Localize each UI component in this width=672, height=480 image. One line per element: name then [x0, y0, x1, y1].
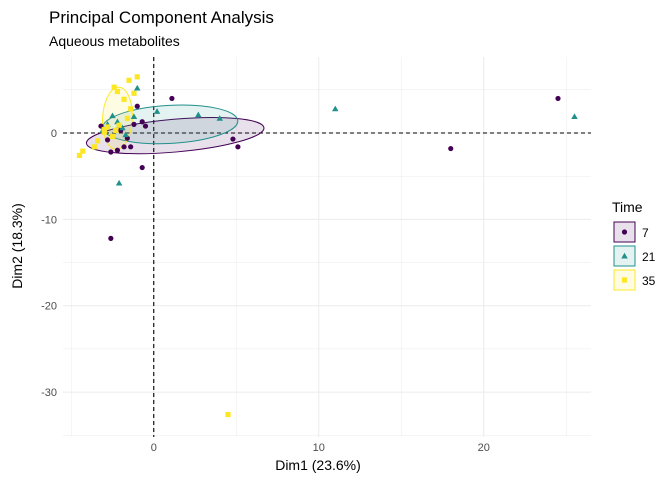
- point-time-7: [128, 144, 134, 150]
- point-time-35: [131, 90, 137, 96]
- x-tick-label: 20: [478, 442, 490, 454]
- point-time-35: [225, 411, 231, 418]
- reference-lines: [63, 57, 591, 437]
- y-tick-label: -10: [41, 214, 57, 226]
- y-axis-label: Dim2 (18.3%): [9, 203, 25, 289]
- y-tick-label: -20: [41, 301, 57, 313]
- point-time-35: [124, 115, 130, 121]
- chart-title: Principal Component Analysis: [49, 8, 274, 27]
- point-time-35: [134, 74, 140, 80]
- point-time-7: [131, 121, 137, 127]
- legend-marker-7: [621, 229, 628, 235]
- point-time-21: [134, 84, 141, 91]
- legend-label-7: 7: [642, 226, 649, 240]
- point-time-35: [80, 148, 86, 154]
- point-time-7: [104, 137, 111, 143]
- point-time-7: [448, 145, 454, 152]
- point-time-7: [114, 147, 121, 153]
- point-time-7: [139, 119, 145, 125]
- legend-label-35: 35: [642, 274, 656, 288]
- point-time-35: [113, 127, 119, 134]
- point-time-21: [109, 112, 116, 119]
- point-time-7: [134, 103, 140, 109]
- data-points: [76, 74, 578, 418]
- chart-subtitle: Aqueous metabolites: [49, 33, 180, 49]
- legend-marker-35: [621, 277, 628, 283]
- point-time-7: [235, 144, 241, 150]
- point-time-35: [114, 88, 121, 95]
- legend-label-21: 21: [642, 250, 656, 264]
- point-time-35: [126, 77, 132, 83]
- point-time-7: [139, 164, 145, 171]
- point-time-21: [216, 115, 223, 121]
- point-time-35: [128, 106, 134, 112]
- point-time-7: [108, 235, 114, 241]
- point-time-35: [109, 133, 116, 140]
- point-time-7: [108, 149, 114, 155]
- x-axis-label: Dim1 (23.6%): [275, 457, 361, 473]
- point-time-7: [142, 123, 149, 129]
- point-time-35: [121, 96, 127, 102]
- point-time-21: [571, 113, 578, 120]
- y-tick-label: 0: [51, 128, 57, 140]
- point-time-7: [555, 95, 561, 102]
- legend-marker-21: [621, 252, 628, 259]
- point-time-21: [195, 111, 202, 118]
- panel-grid: [63, 57, 591, 437]
- point-time-35: [101, 129, 107, 135]
- point-time-35: [95, 138, 101, 144]
- point-time-7: [121, 144, 127, 150]
- axis-ticks: 0 10 20 0 -10 -20 -30: [41, 128, 490, 454]
- point-time-21: [122, 131, 129, 138]
- legend: Time 7 21 35: [612, 199, 656, 291]
- point-time-35: [116, 122, 122, 128]
- point-time-21: [119, 124, 126, 131]
- point-time-21: [130, 113, 138, 120]
- point-time-7: [169, 95, 175, 102]
- x-tick-label: 10: [313, 442, 325, 454]
- y-tick-label: -30: [41, 387, 57, 399]
- legend-title: Time: [612, 199, 643, 215]
- point-time-35: [104, 124, 111, 130]
- point-time-21: [153, 108, 161, 114]
- point-time-35: [76, 152, 83, 159]
- point-time-7: [230, 136, 236, 142]
- x-tick-label: 0: [151, 442, 157, 454]
- point-time-35: [111, 84, 117, 90]
- point-time-35: [91, 144, 97, 150]
- point-time-21: [332, 105, 339, 112]
- point-time-21: [115, 179, 123, 186]
